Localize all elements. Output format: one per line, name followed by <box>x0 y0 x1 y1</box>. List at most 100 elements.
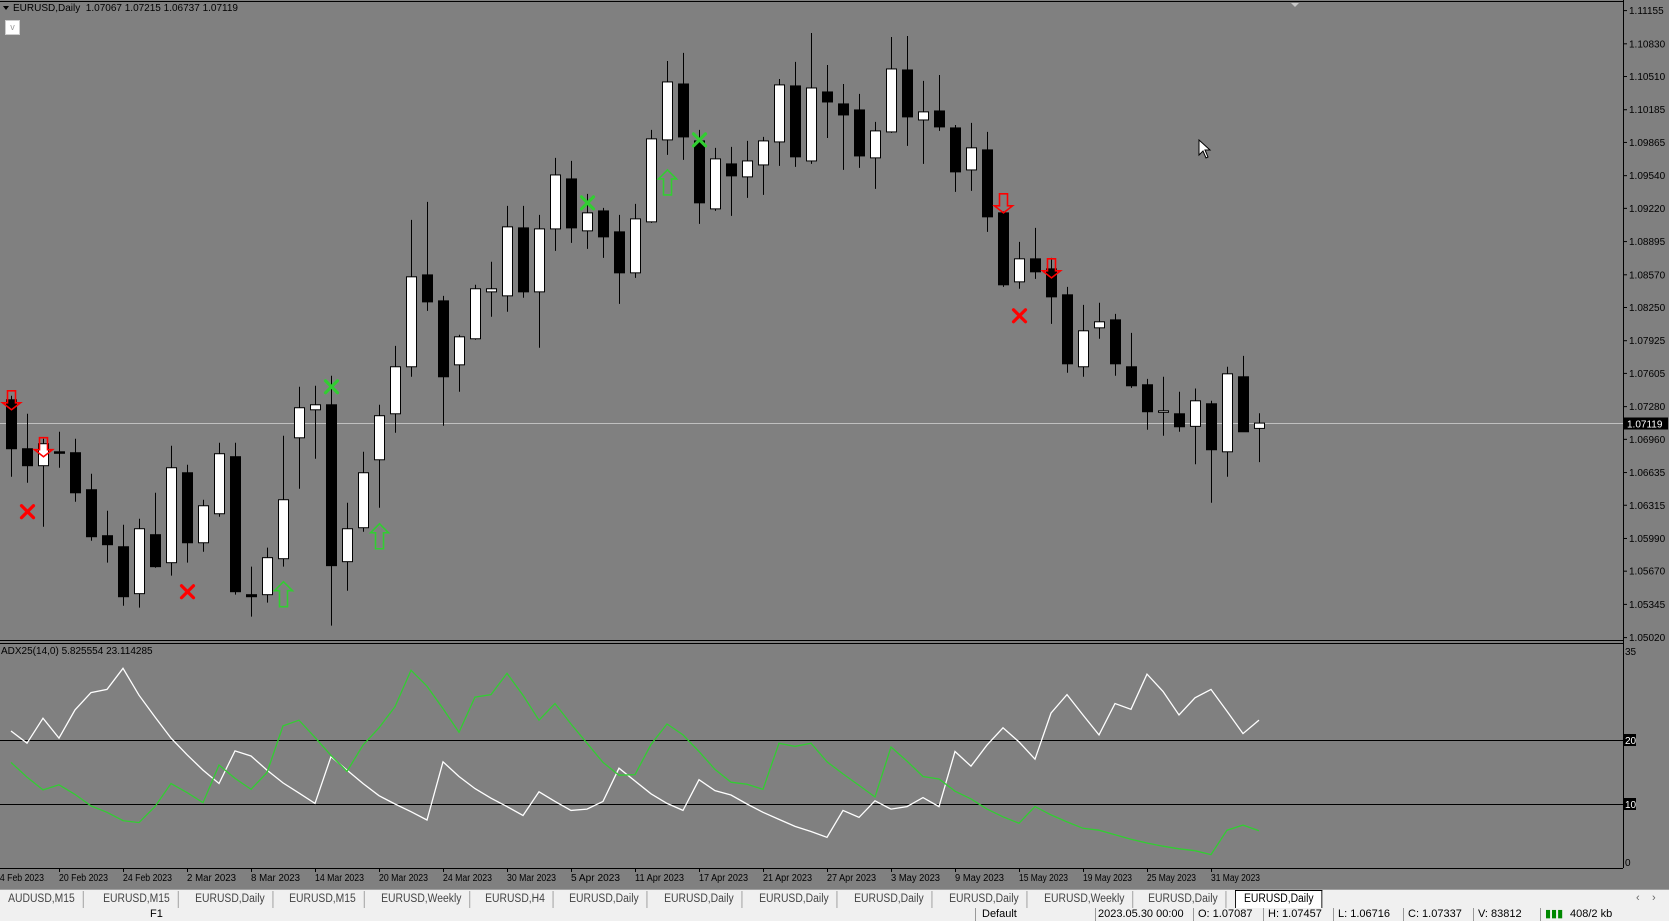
bull-candle-body <box>454 336 465 366</box>
divider <box>1263 908 1264 921</box>
tab-eurusd-daily[interactable]: EURUSD,Daily <box>1235 890 1323 909</box>
candle <box>550 157 561 251</box>
tab-audusd-m15[interactable]: AUDUSD,M15 <box>0 891 84 908</box>
bear-candle-body <box>950 127 961 173</box>
candle <box>950 124 961 192</box>
bull-candle-body <box>710 158 721 210</box>
candle <box>774 78 785 166</box>
tab-eurusd-daily[interactable]: EURUSD,Daily <box>751 891 838 908</box>
candle <box>822 64 833 138</box>
divider <box>1540 908 1541 921</box>
bull-candle-body <box>662 81 673 141</box>
date-axis-label: 20 Mar 2023 <box>379 873 428 884</box>
price-chart[interactable]: 1.11155 1.10830 1.10510 1.10185 1.09865 1.095… <box>0 0 1669 889</box>
bull-candle-body <box>502 226 513 297</box>
bear-candle-body <box>934 110 945 128</box>
date-axis-label: 24 Mar 2023 <box>443 873 492 884</box>
candle <box>390 345 401 433</box>
bear-candle-body <box>694 140 705 204</box>
tab-scroll-right-button[interactable]: › <box>1652 892 1656 904</box>
tab-eurusd-h4[interactable]: EURUSD,H4 <box>477 891 554 908</box>
chart-title: EURUSD,Daily 1.07067 1.07215 1.06737 1.0… <box>3 3 238 14</box>
tab-eurusd-daily[interactable]: EURUSD,Daily <box>1140 891 1227 908</box>
candle <box>566 160 577 243</box>
tab-eurusd-daily[interactable]: EURUSD,Daily <box>846 891 933 908</box>
price-axis-label: 1.08250 <box>1629 303 1666 314</box>
sell-close-x-icon <box>179 584 196 600</box>
candle <box>470 284 481 340</box>
tab-scroll-left-button[interactable]: ‹ <box>1636 892 1640 904</box>
bear-candle-body <box>1142 384 1153 413</box>
candle <box>1094 302 1105 339</box>
price-axis-label: 1.08895 <box>1629 237 1666 248</box>
sell-arrow-icon <box>1040 258 1063 279</box>
chart-tabs-bar: AUDUSD,M15 EURUSD,M15 EURUSD,Daily EURUSD,M… <box>0 889 1669 909</box>
bear-candle-body <box>118 546 129 598</box>
candle <box>150 492 161 568</box>
candle <box>1126 332 1137 388</box>
chart-shift-icon <box>1291 3 1299 7</box>
sell-arrow-icon <box>0 389 23 411</box>
bear-candle-body <box>86 489 97 538</box>
bull-candle-body <box>38 443 49 467</box>
bull-candle-body <box>646 138 657 223</box>
candle <box>918 80 929 164</box>
candle <box>726 146 737 216</box>
candle <box>1254 413 1265 463</box>
tab-eurusd-daily[interactable]: EURUSD,Daily <box>187 891 274 908</box>
price-axis-label: 1.11155 <box>1629 6 1664 17</box>
status-high: H: 1.07457 <box>1268 908 1322 920</box>
status-open: O: 1.07087 <box>1198 908 1253 920</box>
date-axis-label: 19 May 2023 <box>1083 873 1132 884</box>
bull-candle-body <box>470 288 481 340</box>
candle <box>646 129 657 223</box>
bear-candle-body <box>822 91 833 103</box>
candle <box>854 93 865 168</box>
price-axis-label: 1.08570 <box>1629 270 1666 281</box>
candle <box>662 60 673 155</box>
adx-axis-label: 35 <box>1625 647 1637 658</box>
price-axis-label: 1.10510 <box>1629 72 1666 83</box>
candle <box>710 147 721 211</box>
one-click-trading-toggle[interactable]: v <box>5 20 20 35</box>
candle <box>1030 227 1041 279</box>
status-help: F1 <box>150 908 163 920</box>
bull-candle-body <box>1222 373 1233 453</box>
dropdown-triangle-icon[interactable] <box>3 6 9 10</box>
bull-candle-body <box>742 160 753 178</box>
divider <box>1333 908 1334 921</box>
bull-candle-body <box>374 415 385 461</box>
tab-eurusd-m15[interactable]: EURUSD,M15 <box>281 891 365 908</box>
bull-candle-body <box>134 528 145 595</box>
candle <box>1110 313 1121 376</box>
price-axis-label: 1.06315 <box>1629 501 1666 512</box>
bear-candle-body <box>902 69 913 118</box>
candle <box>182 464 193 563</box>
chart-ohlc: 1.07067 1.07215 1.06737 1.07119 <box>85 3 238 14</box>
date-axis-label: 30 Mar 2023 <box>507 873 556 884</box>
buy-close-x-icon <box>323 379 340 395</box>
tab-eurusd-m15[interactable]: EURUSD,M15 <box>95 891 179 908</box>
status-close: C: 1.07337 <box>1408 908 1462 920</box>
buy-arrow-icon <box>368 522 391 550</box>
bear-candle-body <box>326 404 337 567</box>
tab-eurusd-daily[interactable]: EURUSD,Daily <box>941 891 1028 908</box>
bull-candle-body <box>918 111 929 121</box>
adx-axis-label: 20 <box>1625 736 1637 747</box>
candle <box>902 35 913 146</box>
divider <box>1193 908 1194 921</box>
date-axis-label: 3 May 2023 <box>891 873 940 884</box>
bear-candle-body <box>1030 258 1041 273</box>
status-low: L: 1.06716 <box>1338 908 1390 920</box>
tab-eurusd-weekly[interactable]: EURUSD,Weekly <box>1036 891 1134 908</box>
candle <box>934 74 945 131</box>
date-axis-label: 21 Apr 2023 <box>763 873 812 884</box>
price-axis-label: 1.10830 <box>1629 39 1666 50</box>
bull-candle-body <box>390 366 401 415</box>
price-axis-label: 1.05345 <box>1629 600 1666 611</box>
tab-eurusd-daily[interactable]: EURUSD,Daily <box>656 891 743 908</box>
tab-eurusd-daily[interactable]: EURUSD,Daily <box>561 891 648 908</box>
adx-axis-label: 0 <box>1625 858 1631 869</box>
tab-eurusd-weekly[interactable]: EURUSD,Weekly <box>373 891 471 908</box>
status-profile: Default <box>982 908 1017 920</box>
